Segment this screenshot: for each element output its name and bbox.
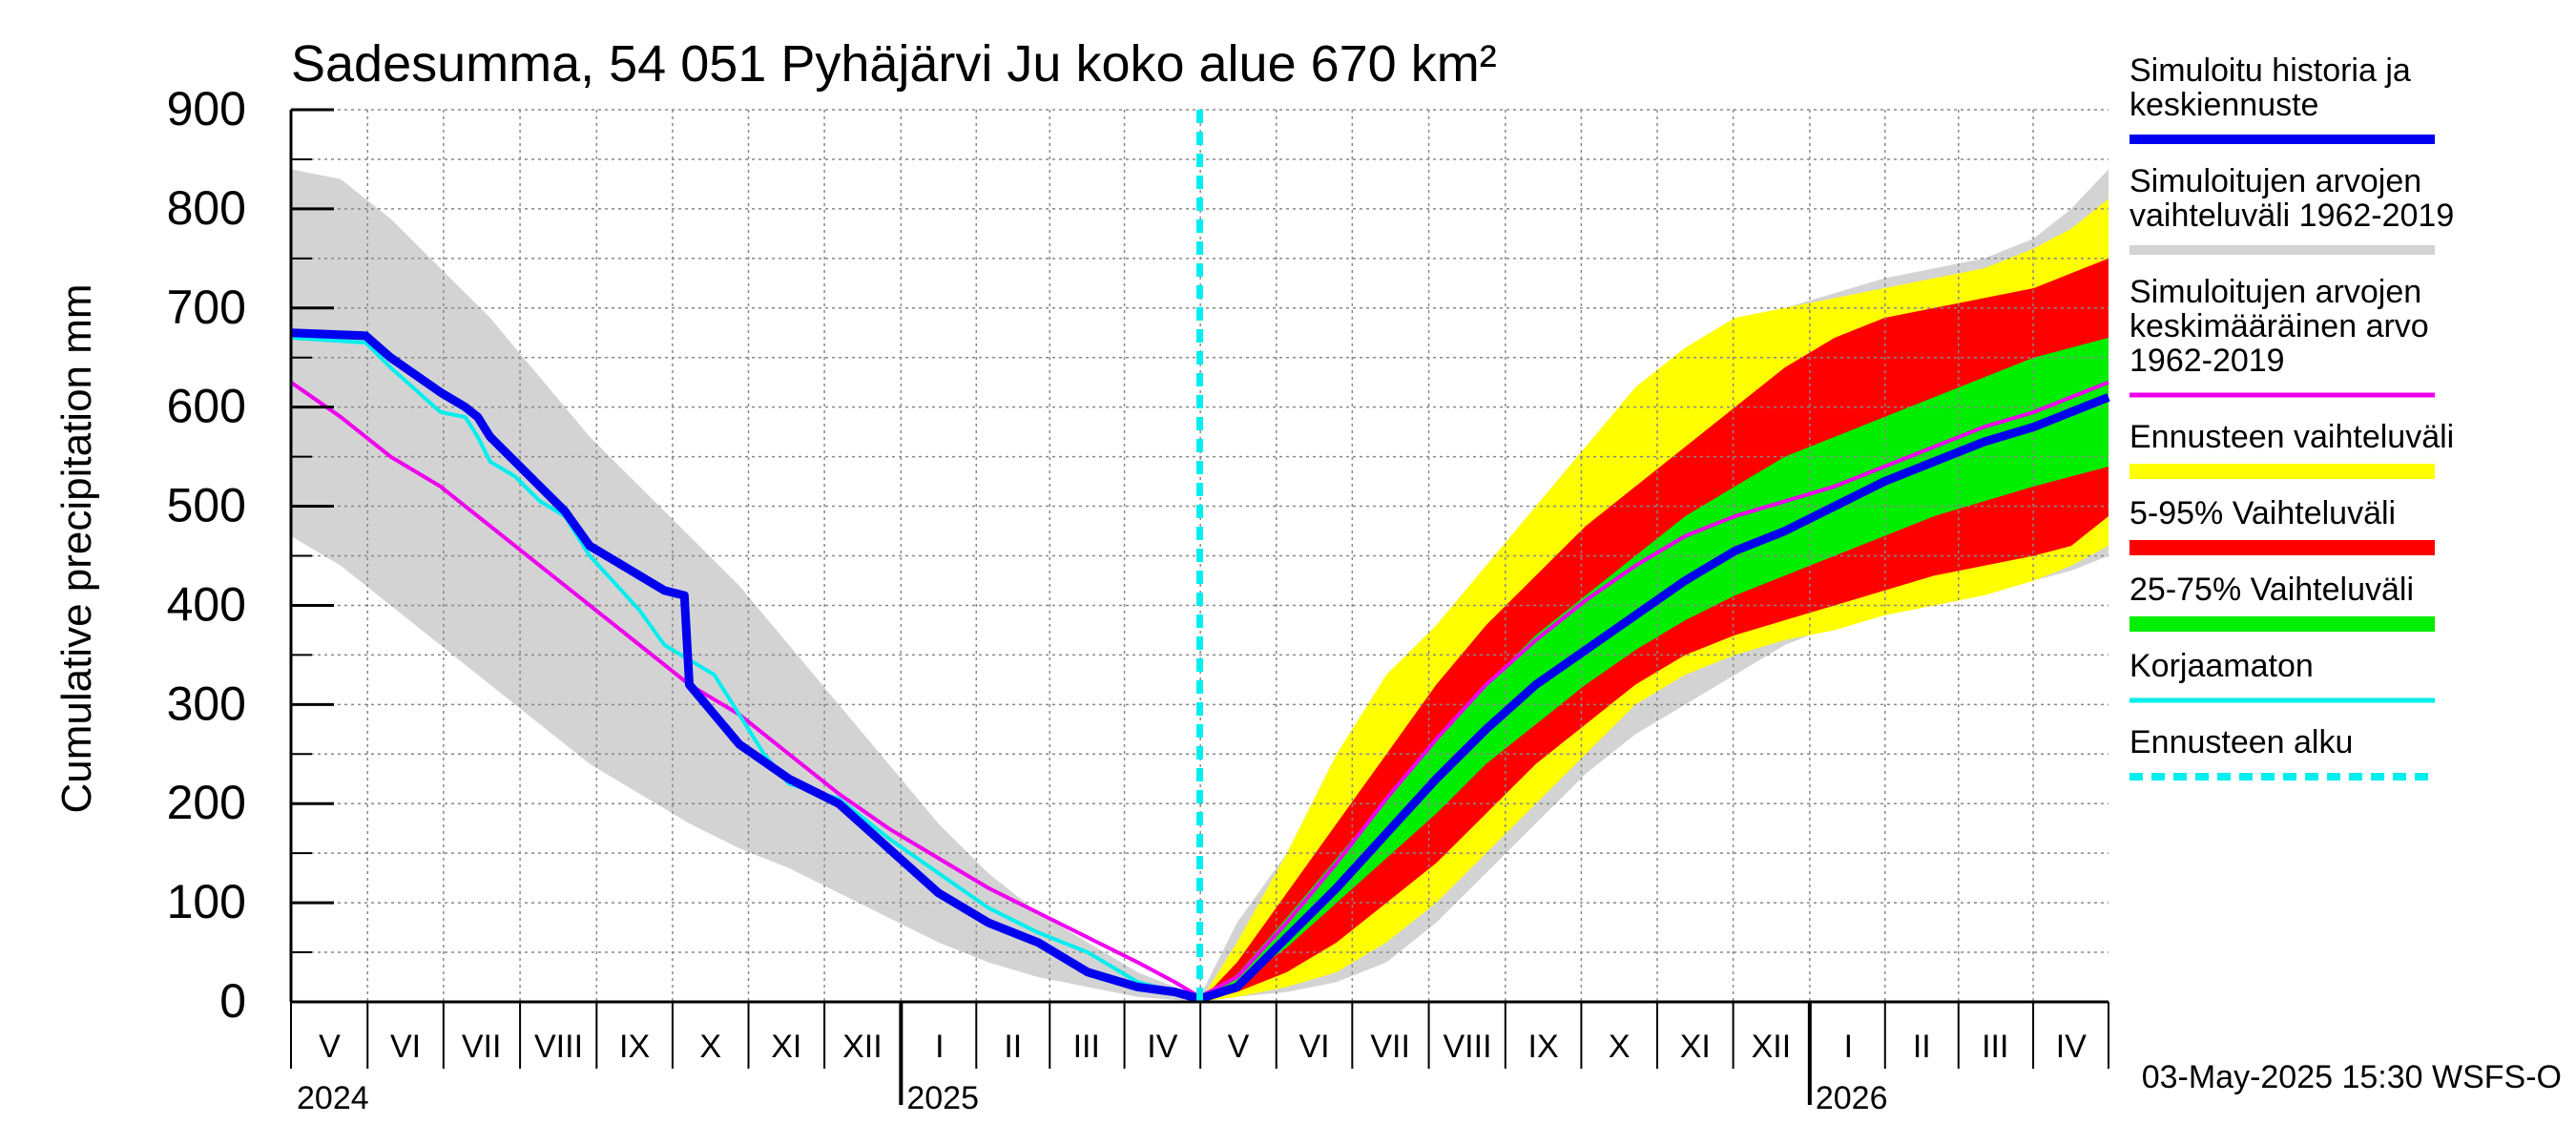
legend-label: 5-95% Vaihteluväli bbox=[2129, 495, 2396, 531]
x-month-label: V bbox=[1228, 1029, 1250, 1065]
legend-label: Simuloitujen arvojen bbox=[2129, 163, 2421, 199]
x-month-label: XII bbox=[1752, 1029, 1792, 1065]
x-month-label: VII bbox=[462, 1029, 502, 1065]
y-tick-label: 700 bbox=[167, 281, 246, 334]
x-year-label: 2024 bbox=[297, 1080, 369, 1116]
y-tick-label: 200 bbox=[167, 776, 246, 829]
y-tick-label: 600 bbox=[167, 380, 246, 433]
legend-label: 25-75% Vaihteluväli bbox=[2129, 572, 2414, 608]
legend-label: Simuloitujen arvojen bbox=[2129, 274, 2421, 310]
legend-label: keskiennuste bbox=[2129, 87, 2318, 123]
x-month-label: XI bbox=[1680, 1029, 1711, 1065]
legend-label: Korjaamaton bbox=[2129, 648, 2314, 684]
x-month-label: IV bbox=[2056, 1029, 2087, 1065]
x-month-label: II bbox=[1913, 1029, 1931, 1065]
band-simuloitujen-arvojen-vaihteluv-li-1962-2019 bbox=[291, 169, 2109, 1003]
timestamp-footer: 03-May-2025 15:30 WSFS-O bbox=[2142, 1059, 2562, 1095]
legend-label: keskimääräinen arvo bbox=[2129, 308, 2429, 344]
legend-label: Simuloitu historia ja bbox=[2129, 52, 2411, 89]
legend-label: Ennusteen vaihteluväli bbox=[2129, 419, 2454, 455]
x-month-label: I bbox=[1844, 1029, 1853, 1065]
chart-title: Sadesumma, 54 051 Pyhäjärvi Ju koko alue… bbox=[291, 35, 1497, 93]
x-month-label: VI bbox=[1298, 1029, 1329, 1065]
y-tick-label: 900 bbox=[167, 82, 246, 135]
legend-label: 1962-2019 bbox=[2129, 343, 2285, 379]
y-tick-label: 100 bbox=[167, 875, 246, 928]
band-25-75-vaihteluv-li bbox=[1199, 337, 2109, 1002]
x-month-label: VIII bbox=[1444, 1029, 1492, 1065]
legend-swatch bbox=[2129, 616, 2435, 632]
x-year-label: 2026 bbox=[1816, 1080, 1888, 1116]
lines-layer bbox=[289, 110, 2110, 1004]
x-month-label: IV bbox=[1147, 1029, 1177, 1065]
x-month-label: VII bbox=[1370, 1029, 1410, 1065]
legend-label: vaihteluväli 1962-2019 bbox=[2129, 198, 2454, 234]
x-month-label: I bbox=[935, 1029, 944, 1065]
y-tick-label: 500 bbox=[167, 479, 246, 532]
x-year-label: 2025 bbox=[906, 1080, 979, 1116]
x-month-label: XII bbox=[842, 1029, 883, 1065]
x-month-label: IX bbox=[619, 1029, 650, 1065]
x-month-label: IX bbox=[1528, 1029, 1559, 1065]
x-month-label: II bbox=[1004, 1029, 1022, 1065]
series-line-simuloitu-historia-ja-keskiennuste bbox=[290, 328, 2110, 1004]
legend-label: Ennusteen alku bbox=[2129, 724, 2353, 760]
x-month-label: XI bbox=[771, 1029, 801, 1065]
y-tick-label: 300 bbox=[167, 677, 246, 730]
x-month-label: III bbox=[1982, 1029, 2008, 1065]
x-month-label: X bbox=[1609, 1029, 1631, 1065]
y-tick-label: 0 bbox=[219, 974, 246, 1028]
x-month-label: III bbox=[1073, 1029, 1100, 1065]
y-axis-label: Cumulative precipitation mm bbox=[53, 283, 100, 813]
y-tick-label: 800 bbox=[167, 181, 246, 235]
y-tick-label: 400 bbox=[167, 577, 246, 631]
x-month-label: VI bbox=[390, 1029, 421, 1065]
x-month-label: X bbox=[699, 1029, 721, 1065]
legend-swatch bbox=[2129, 540, 2435, 555]
legend-swatch bbox=[2129, 464, 2435, 479]
x-month-label: V bbox=[319, 1029, 341, 1065]
x-month-label: VIII bbox=[534, 1029, 583, 1065]
